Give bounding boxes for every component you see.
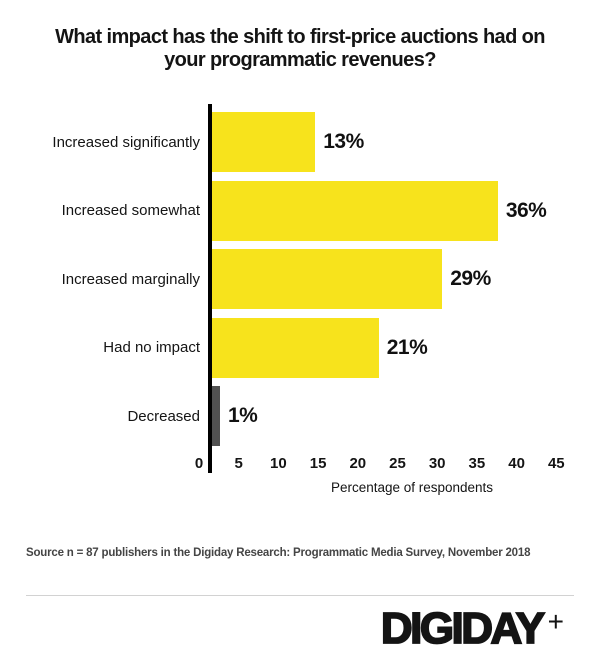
digiday-plus-logo: DIGIDAY + — [380, 604, 564, 653]
bar-row: 29% — [212, 249, 600, 309]
x-tick-5: 5 — [234, 455, 243, 472]
x-tick-35: 35 — [468, 455, 486, 472]
y-axis-line — [208, 104, 212, 473]
bar-increased-marginally — [212, 249, 443, 309]
chart-title: What impact has the shift to first-price… — [0, 26, 600, 72]
value-label: 29% — [450, 267, 491, 290]
category-label-decreased: Decreased — [127, 407, 200, 425]
plus-icon: + — [547, 606, 564, 637]
x-tick-20: 20 — [349, 455, 367, 472]
category-label-had-no-impact: Had no impact — [103, 339, 200, 356]
x-tick-40: 40 — [508, 455, 525, 472]
digiday-logo-text: DIGIDAY — [380, 604, 546, 653]
x-tick-15: 15 — [309, 455, 327, 472]
value-label: 13% — [323, 130, 364, 153]
bar-increased-somewhat — [212, 180, 498, 241]
bar-row: 1% — [212, 386, 600, 446]
x-tick-0: 0 — [194, 455, 204, 472]
x-tick-10: 10 — [270, 455, 287, 472]
bar-increased-significantly — [212, 112, 316, 172]
value-label: 1% — [227, 404, 258, 427]
x-axis-label: Percentage of respondents — [330, 480, 494, 495]
bar-row: 13% — [212, 112, 600, 172]
bar-decreased — [212, 386, 220, 446]
category-label-increased-marginally: Increased marginally — [61, 270, 200, 288]
chart-title-line-2: your programmatic revenues? — [164, 49, 436, 71]
x-tick-45: 45 — [547, 455, 565, 472]
value-label: 21% — [386, 335, 428, 359]
x-tick-25: 25 — [389, 455, 406, 472]
bar-row: 21% — [212, 317, 600, 378]
category-label-increased-significantly: Increased significantly — [52, 133, 200, 151]
category-label-increased-somewhat: Increased somewhat — [61, 202, 200, 219]
source-note: Source n = 87 publishers in the Digiday … — [26, 547, 531, 559]
bar-row: 36% — [212, 180, 600, 241]
x-tick-30: 30 — [428, 455, 446, 472]
chart-title-line-1: What impact has the shift to first-price… — [55, 26, 545, 48]
bar-had-no-impact — [212, 317, 379, 378]
footer-divider — [26, 595, 574, 596]
value-label: 36% — [505, 198, 547, 222]
